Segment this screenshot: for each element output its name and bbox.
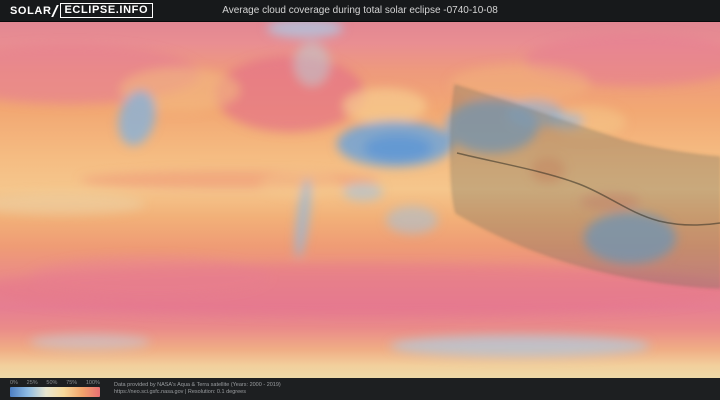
legend-tick: 100% bbox=[85, 380, 100, 386]
site-logo[interactable]: SOLAR ECLIPSE.INFO bbox=[10, 3, 154, 18]
legend-gradient-bar bbox=[10, 387, 100, 397]
legend-tick-labels: 0% 25% 50% 75% 100% bbox=[10, 380, 100, 386]
eclipse-overlay bbox=[450, 84, 720, 289]
legend-tick: 25% bbox=[26, 380, 38, 386]
attribution-line-1: Data provided by NASA's Aqua & Terra sat… bbox=[114, 382, 281, 388]
footer-bar: 0% 25% 50% 75% 100% Data provided by NASA's … bbox=[0, 378, 720, 400]
cloud-coverage-map-svg bbox=[0, 22, 720, 378]
cloud-coverage-legend: 0% 25% 50% 75% 100% bbox=[10, 380, 100, 397]
attribution-line-2: https://neo.sci.gsfc.nasa.gov | Resoluti… bbox=[114, 389, 246, 395]
logo-text-eclipse-info: ECLIPSE.INFO bbox=[59, 3, 154, 18]
legend-tick: 0% bbox=[10, 380, 18, 386]
logo-slash-icon bbox=[50, 4, 59, 17]
logo-text-solar: SOLAR bbox=[10, 4, 52, 17]
data-attribution: Data provided by NASA's Aqua & Terra sat… bbox=[114, 380, 281, 396]
header-bar: SOLAR ECLIPSE.INFO Average cloud coverag… bbox=[0, 0, 720, 22]
legend-tick: 50% bbox=[46, 380, 58, 386]
legend-tick: 75% bbox=[66, 380, 78, 386]
world-map[interactable] bbox=[0, 22, 720, 378]
eclipse-central-path-line bbox=[456, 152, 720, 226]
